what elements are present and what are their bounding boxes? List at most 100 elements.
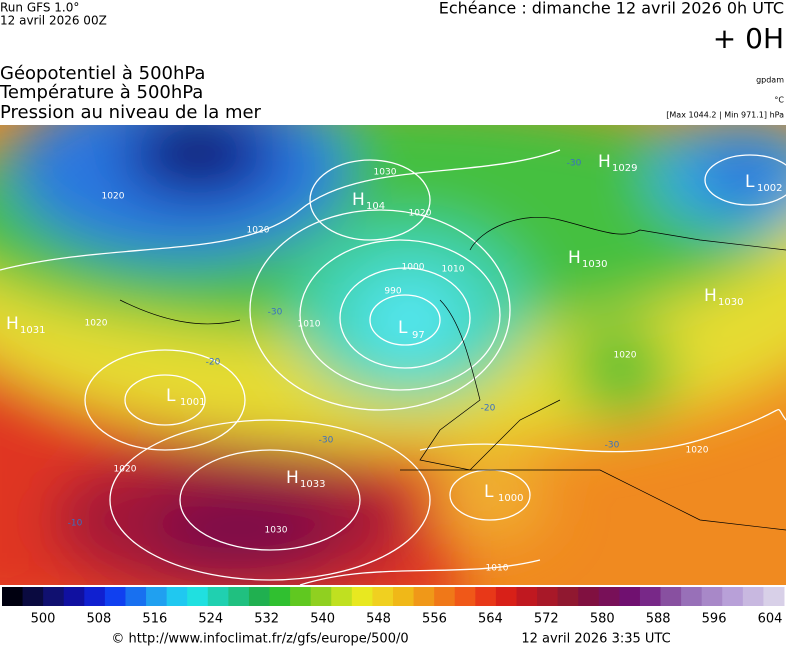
colorbar-swatch (290, 587, 312, 606)
colorbar-label: 564 (478, 612, 503, 627)
run-label: Run GFS 1.0° (0, 1, 79, 15)
colorbar-swatch (331, 587, 353, 606)
pressure-value: 1001 (180, 397, 205, 408)
colorbar-swatch (372, 587, 394, 606)
title: Pression au niveau de la mer (0, 102, 262, 123)
colorbar-swatch (742, 587, 764, 606)
colorbar-swatch (166, 587, 188, 606)
colorbar-label: 524 (198, 612, 223, 627)
pressure-center: H (568, 248, 581, 268)
colorbar-swatch (22, 587, 44, 606)
pressure-center: L (398, 318, 408, 338)
colorbar-swatch (722, 587, 744, 606)
colorbar-label: 548 (366, 612, 391, 627)
pressure-center: L (745, 172, 755, 192)
colorbar-swatch (578, 587, 600, 606)
pressure-value: 1031 (20, 325, 45, 336)
isobar-label: 1010 (442, 265, 465, 275)
pressure-center: H (352, 190, 365, 210)
pressure-center: H (598, 152, 611, 172)
isobar-label: 1020 (686, 446, 709, 456)
temperature-label: -30 (567, 159, 582, 169)
isobar-label: 1010 (298, 320, 321, 330)
pressure-value: 1002 (757, 183, 782, 194)
colorbar-label: 540 (310, 612, 335, 627)
colorbar-swatch (63, 587, 85, 606)
temperature-label: -30 (605, 441, 620, 451)
colorbar-label: 604 (758, 612, 783, 627)
colorbar-swatch (146, 587, 168, 606)
isobars (0, 149, 786, 585)
pressure-value: 1030 (718, 297, 743, 308)
isobar-label: 1020 (114, 465, 137, 475)
isobar-label: 1020 (614, 351, 637, 361)
colorbar-label: 516 (142, 612, 167, 627)
isobar-label: 1020 (409, 209, 432, 219)
colorbar-swatch (207, 587, 229, 606)
pressure-value: 1029 (612, 163, 637, 174)
colorbar-swatch (619, 587, 641, 606)
pressure-value: 97 (412, 330, 425, 341)
temperature-label: -30 (319, 436, 334, 446)
colorbar-swatch (516, 587, 538, 606)
pressure-center: H (286, 468, 299, 488)
colorbar-swatch (125, 587, 147, 606)
title: Géopotentiel à 500hPa (0, 63, 205, 84)
colorbar-swatch (495, 587, 517, 606)
temperature-label: -10 (68, 519, 83, 529)
colorbar-swatch (681, 587, 703, 606)
colorbar-swatch (537, 587, 559, 606)
isobar-label: 1030 (265, 526, 288, 536)
colorbar-label: 580 (590, 612, 615, 627)
colorbar-swatch (269, 587, 291, 606)
colorbar-swatch (310, 587, 332, 606)
colorbar-swatch (2, 587, 24, 606)
isobar-label: 1010 (486, 564, 509, 574)
footer-date: 12 avril 2026 3:35 UTC (521, 632, 670, 647)
colorbar-swatch (393, 587, 415, 606)
colorbar-swatch (351, 587, 373, 606)
colorbar-swatch (84, 587, 106, 606)
colorbar-label: 588 (646, 612, 671, 627)
isobar-label: 1030 (374, 168, 397, 178)
unit: gpdam (756, 76, 784, 85)
colorbar-label: 500 (31, 612, 56, 627)
pressure-value: 1033 (300, 479, 325, 490)
isobar-label: 1020 (102, 192, 125, 202)
unit: °C (774, 96, 784, 105)
pressure-center: H (6, 314, 19, 334)
pressure-value: 104 (366, 201, 385, 212)
colorbar-swatch (598, 587, 620, 606)
pressure-value: 1030 (582, 259, 607, 270)
temperature-label: -20 (206, 358, 221, 368)
colorbar-swatch (660, 587, 682, 606)
colorbar-swatch (104, 587, 126, 606)
map-field: H 1029 L 1002 H 104 H 1030 H 1030 H 1031… (0, 125, 786, 585)
colorbar-swatch (701, 587, 723, 606)
colorbar-swatch (43, 587, 65, 606)
pressure-center: L (484, 482, 494, 502)
colorbar: 500 508 516 524 532 540 548 556 564 572 580 588 596 6… (2, 587, 785, 627)
colorbar-swatch (228, 587, 250, 606)
colorbar-swatch (413, 587, 435, 606)
colorbar-swatch (434, 587, 456, 606)
temperature-label: -30 (268, 308, 283, 318)
run-time: 12 avril 2026 00Z (0, 14, 107, 28)
colorbar-swatch (187, 587, 209, 606)
source-url: © http://www.infoclimat.fr/z/gfs/europe/… (111, 632, 408, 647)
temperature-label: -20 (481, 404, 496, 414)
isobar-label: 1000 (402, 263, 425, 273)
colorbar-swatch (639, 587, 662, 606)
coastlines (119, 216, 786, 531)
echeance: Echéance : dimanche 12 avril 2026 0h UTC (439, 0, 784, 18)
pressure-center: L (166, 386, 176, 406)
colorbar-label: 556 (422, 612, 447, 627)
isobar-label: 990 (384, 287, 401, 297)
pressure-center: H (704, 286, 717, 306)
isobar-label: 1020 (85, 319, 108, 329)
isobar-label: 1020 (247, 226, 270, 236)
colorbar-swatch (248, 587, 271, 606)
offset: + 0H (713, 22, 784, 55)
colorbar-swatch (557, 587, 579, 606)
